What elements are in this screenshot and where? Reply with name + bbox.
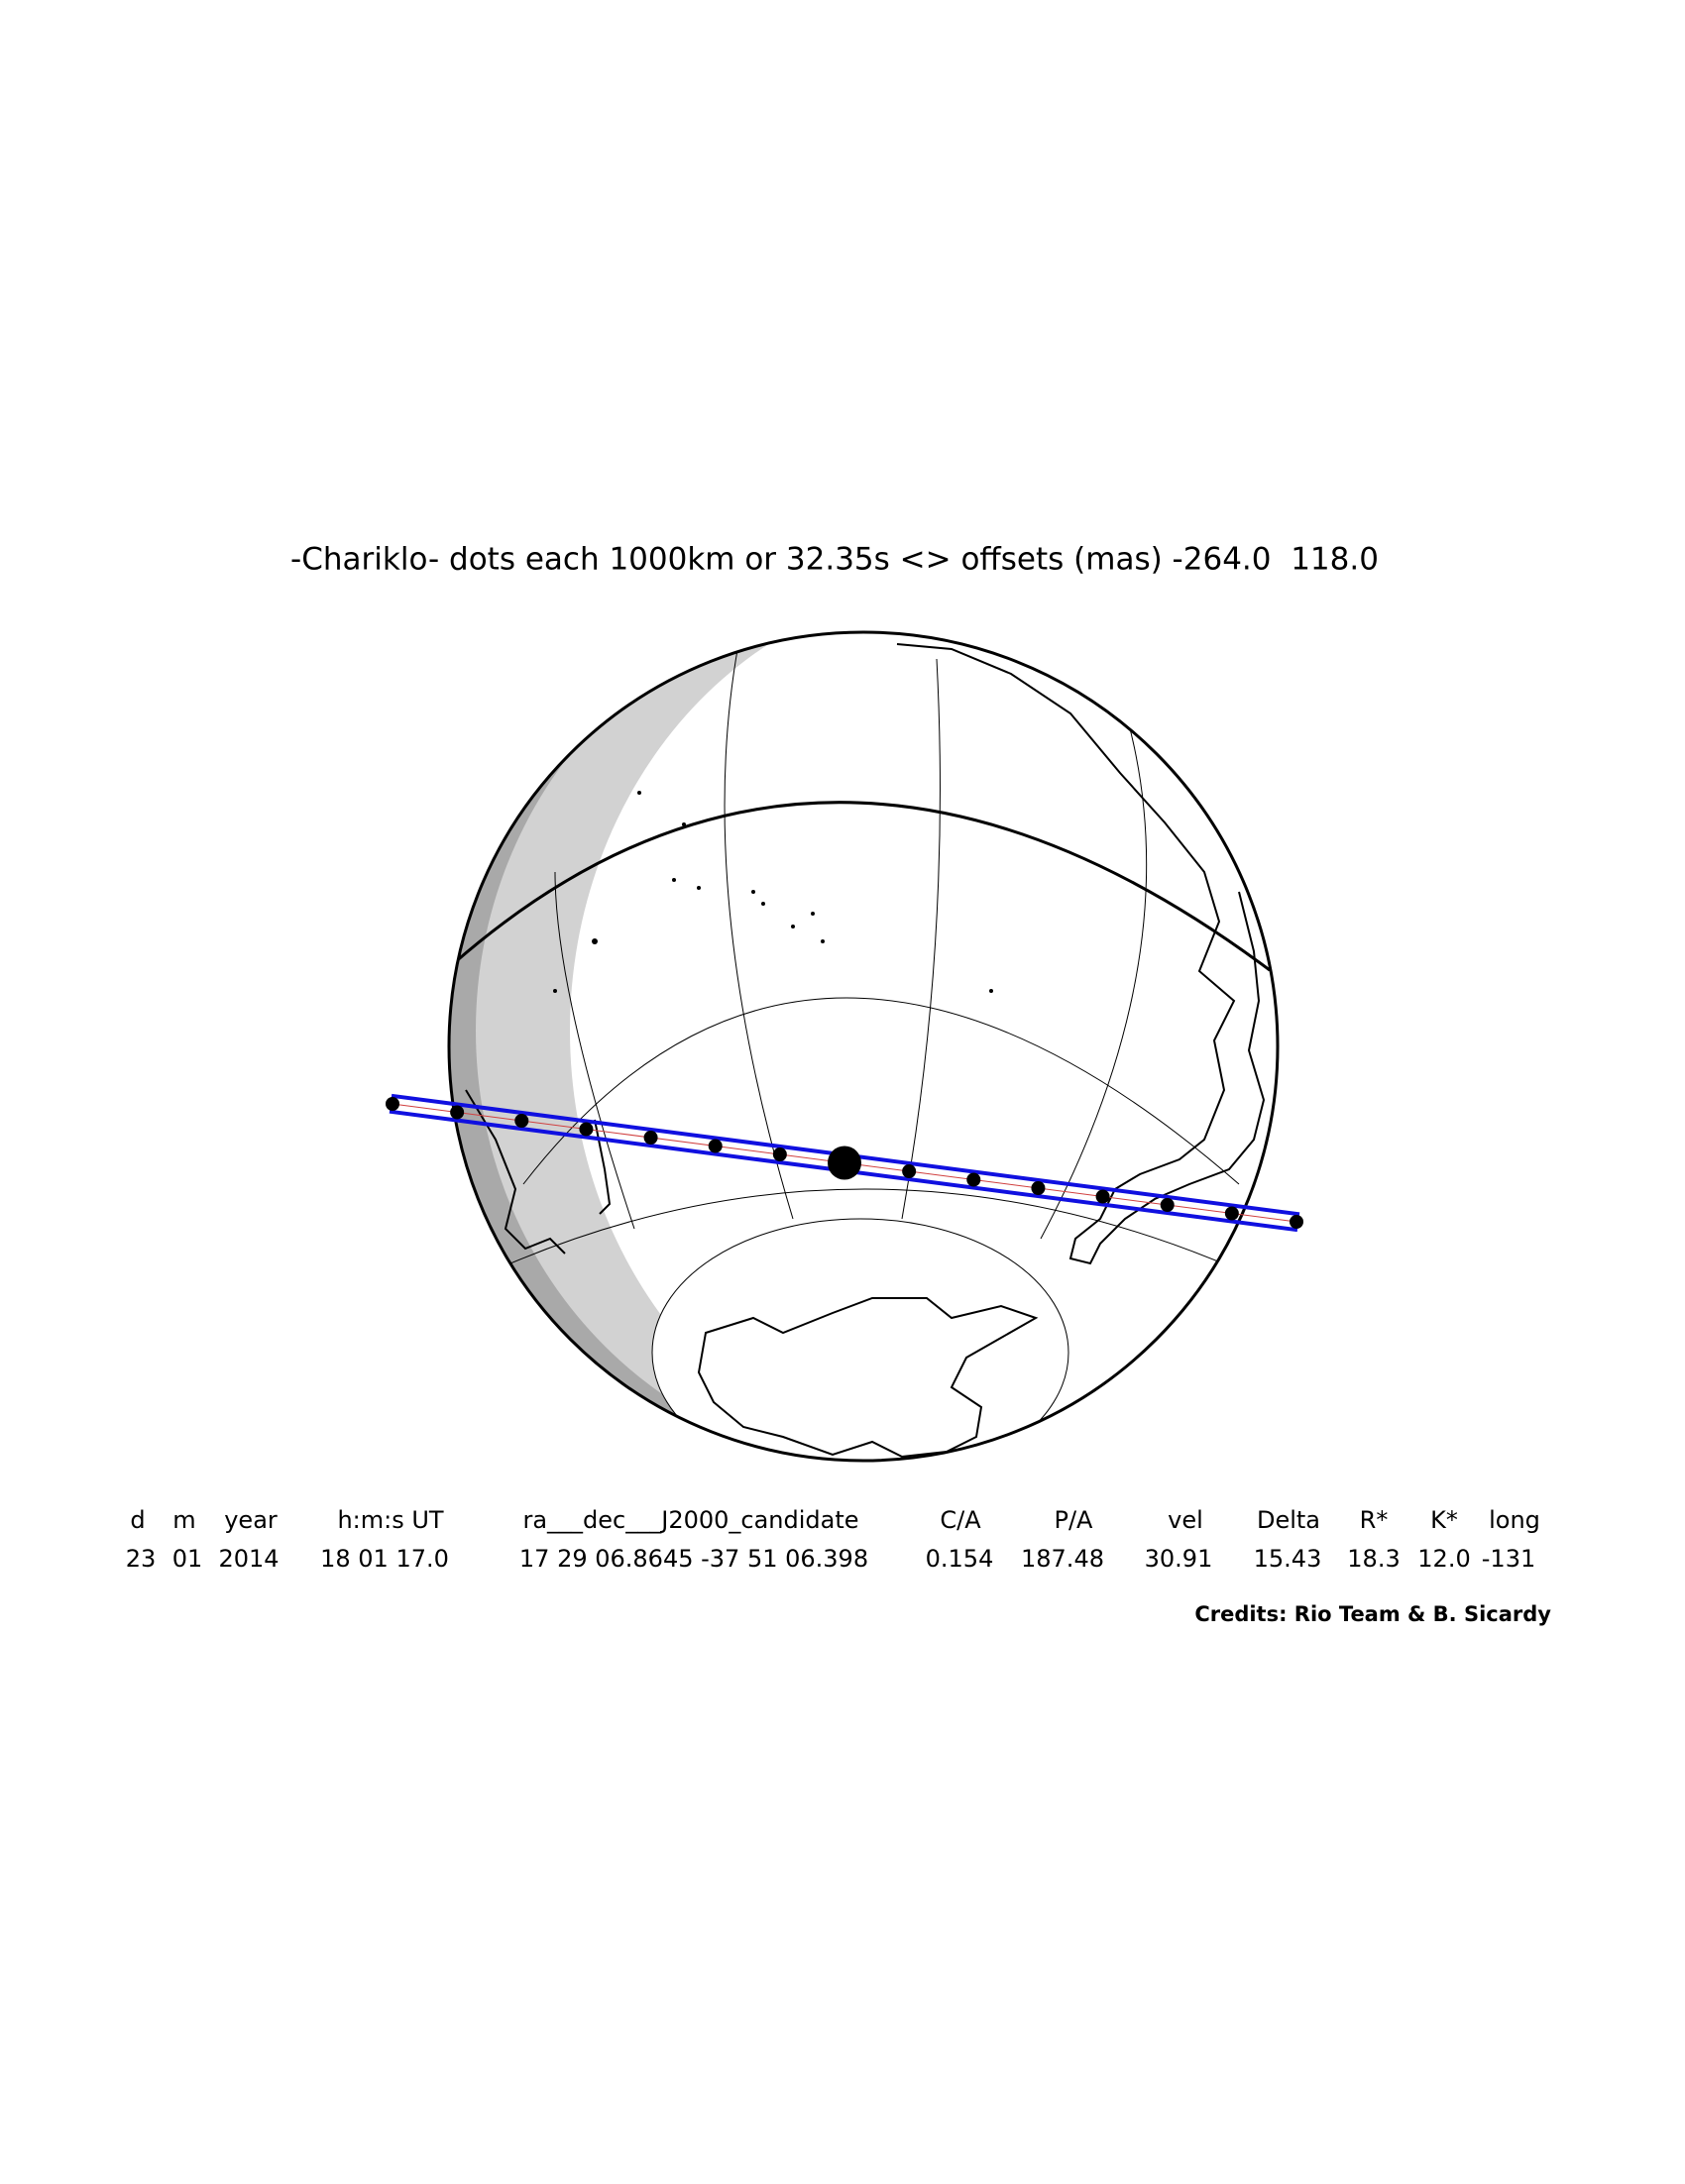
track-dot: [643, 1131, 658, 1145]
table-cell: -131: [1482, 1545, 1535, 1573]
credits: Credits: Rio Team & B. Sicardy: [1194, 1602, 1551, 1626]
table-header: m: [172, 1506, 195, 1534]
table-cell: 0.154: [926, 1545, 994, 1573]
track-dot: [386, 1097, 399, 1111]
track-dot: [579, 1122, 594, 1137]
track-dot: [966, 1172, 981, 1187]
table-cell: 17 29 06.8645 -37 51 06.398: [519, 1545, 868, 1573]
track-dot: [1160, 1198, 1175, 1212]
table-header: long: [1489, 1506, 1540, 1534]
table-cell: 30.91: [1145, 1545, 1213, 1573]
table-cell: 18.3: [1347, 1545, 1400, 1573]
table-cell: 187.48: [1021, 1545, 1104, 1573]
track-dot: [772, 1147, 787, 1161]
table-header: h:m:s UT: [337, 1506, 443, 1534]
track-dot: [1031, 1181, 1046, 1195]
table-cell: 01: [172, 1545, 203, 1573]
track-dot: [708, 1139, 723, 1153]
table-header: d: [130, 1506, 145, 1534]
table-header: C/A: [940, 1506, 981, 1534]
table-header: year: [224, 1506, 278, 1534]
track-dot: [1290, 1215, 1303, 1229]
table-cell: 23: [126, 1545, 157, 1573]
track-dot: [450, 1105, 465, 1120]
track-dot: [514, 1114, 529, 1128]
table-cell: 12.0: [1417, 1545, 1470, 1573]
table-header: vel: [1168, 1506, 1203, 1534]
table-cell: 2014: [218, 1545, 279, 1573]
table-header: P/A: [1055, 1506, 1094, 1534]
event-table: d m year h:m:s UT ra___dec___J2000_candidate…: [126, 1506, 1540, 1573]
globe: [447, 630, 1280, 1463]
table-cell: 18 01 17.0: [320, 1545, 449, 1573]
map-title: -Chariklo- dots each 1000km or 32.35s <>…: [290, 542, 1379, 578]
track-dot: [828, 1146, 861, 1180]
track-dot: [1095, 1189, 1110, 1204]
table-header: ra___dec___J2000_candidate: [522, 1506, 858, 1534]
table-header: K*: [1430, 1506, 1458, 1534]
table-header: R*: [1360, 1506, 1389, 1534]
table-header: Delta: [1257, 1506, 1320, 1534]
table-cell: 15.43: [1254, 1545, 1322, 1573]
occultation-track: [386, 1093, 1303, 1233]
track-dot: [902, 1164, 917, 1178]
track-dot: [1224, 1206, 1239, 1221]
